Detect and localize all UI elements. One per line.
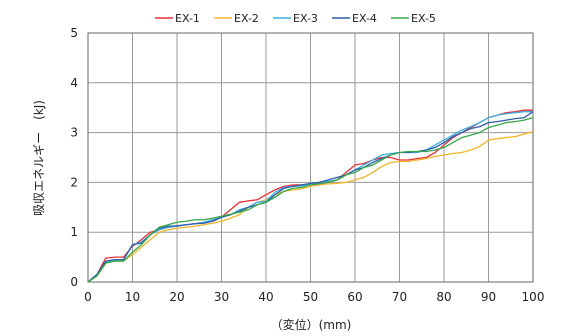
x-axis-ticks: 0 10 20 30 40 50 60 70 80 90 100: [84, 290, 544, 304]
y-axis-ticks: 0 1 2 3 4 5: [70, 26, 78, 289]
y-tick-label: 4: [70, 76, 78, 90]
y-tick-label: 5: [70, 26, 78, 40]
y-tick-label: 1: [70, 225, 78, 239]
y-tick-label: 0: [70, 275, 78, 289]
x-tick-label: 20: [169, 290, 184, 304]
y-tick-label: 3: [70, 126, 78, 140]
legend-label-ex-5: EX-5: [411, 12, 436, 25]
x-tick-label: 30: [214, 290, 229, 304]
series-layer: [87, 109, 534, 283]
legend: EX-1 EX-2 EX-3 EX-4 EX-5: [155, 12, 436, 25]
legend-label-ex-3: EX-3: [293, 12, 318, 25]
legend-label-ex-4: EX-4: [352, 12, 377, 25]
x-tick-label: 80: [436, 290, 451, 304]
x-tick-label: 50: [303, 290, 318, 304]
legend-label-ex-1: EX-1: [175, 12, 200, 25]
x-tick-label: 60: [347, 290, 362, 304]
series-line-ex-5: [87, 117, 534, 283]
plot-border: [87, 32, 534, 283]
y-axis-label: 吸収エネルギー (kJ): [32, 100, 46, 216]
x-tick-label: 70: [392, 290, 407, 304]
gridlines: [87, 32, 534, 283]
x-tick-label: 100: [522, 290, 545, 304]
x-tick-label: 40: [258, 290, 273, 304]
x-tick-label: 10: [125, 290, 140, 304]
x-axis-label: （変位）(mm): [271, 317, 352, 332]
x-tick-label: 90: [481, 290, 496, 304]
legend-label-ex-2: EX-2: [234, 12, 259, 25]
y-tick-label: 2: [70, 175, 78, 189]
series-line-ex-2: [87, 130, 534, 283]
plot-frame: [87, 32, 534, 283]
x-tick-label: 0: [84, 290, 92, 304]
series-line-ex-4: [87, 111, 534, 283]
